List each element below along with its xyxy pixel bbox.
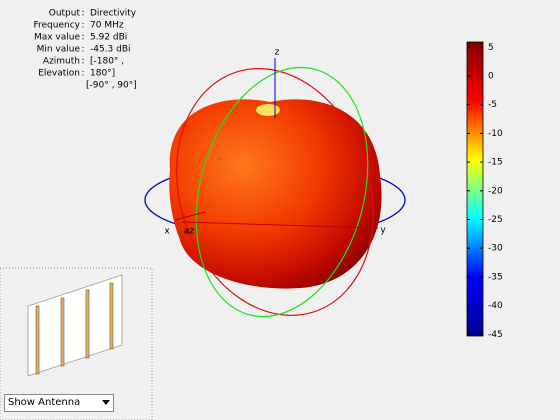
info-separator: : [81,9,84,19]
colorbar-tick-label: -40 [488,301,503,311]
antenna-sketch [27,274,123,377]
colorbar-tick-label: 5 [488,43,494,53]
info-separator: : [81,57,84,67]
info-label: Max value [34,33,81,43]
info-value: 70 MHz [90,21,124,31]
dropdown-arrow[interactable] [102,400,110,405]
colorbar-tick-label: -25 [488,215,503,225]
info-separator: : [81,69,84,79]
info-extra: [-90° , 90°] [86,81,137,91]
info-label: Azimuth [43,57,80,67]
radiation-pattern [144,58,406,318]
colorbar-tick-label: -20 [488,186,503,196]
colorbar [466,41,484,337]
info-separator: : [81,45,84,55]
info-value: -45.3 dBi [90,45,131,55]
colorbar-tick-label: -35 [488,272,503,282]
info-value: 180°] [90,69,115,79]
colorbar-tick-label: -5 [488,100,497,110]
dropdown-label: Show Antenna [8,397,81,408]
info-value: Directivity [90,9,137,19]
colorbar-tick-label: -45 [488,330,503,340]
info-separator: : [81,21,84,31]
axis-label: az [184,227,195,237]
show-antenna-dropdown[interactable]: Show Antenna [4,394,114,412]
info-value: [-180° , [90,57,124,67]
colorbar-tick-label: -30 [488,244,503,254]
colorbar-tick-label: -15 [488,158,503,168]
info-value: 5.92 dBi [90,33,127,43]
info-label: Frequency [34,21,81,31]
colorbar-tick-label: 0 [488,71,494,81]
axis-label: x [164,227,170,237]
info-label: Output [49,9,81,19]
info-label: Elevation [38,69,80,79]
info-label: Min value [37,45,81,55]
axis-label: z [275,48,280,58]
info-separator: : [81,33,84,43]
colorbar-tick-label: -10 [488,129,503,139]
axis-label: y [380,226,386,236]
